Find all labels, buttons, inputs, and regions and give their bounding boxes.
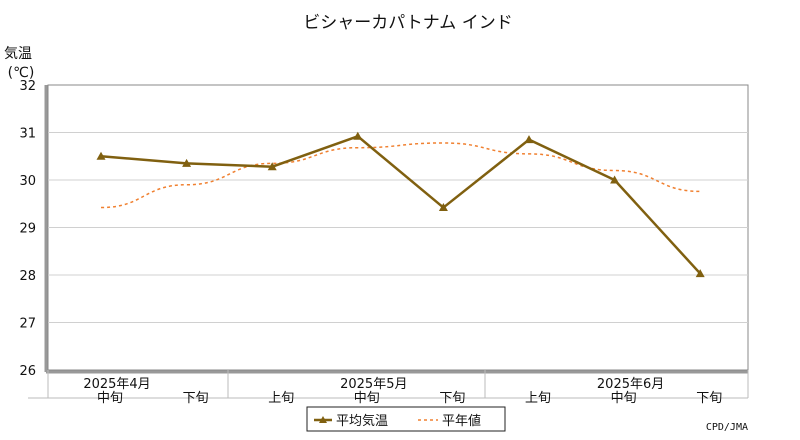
y-tick-label-29: 29 [19,222,36,237]
legend-label-mean: 平均気温 [336,413,388,429]
x-tick-label-4: 下旬 [439,391,465,406]
x-month-label-2: 2025年6月 [597,377,664,392]
series-point-mean-3 [353,131,363,140]
y-tick-label-31: 31 [19,127,36,142]
y-tick-label-28: 28 [19,269,36,284]
series-point-mean-1 [182,158,192,167]
y-tick-label-32: 32 [19,79,36,94]
legend-marker-mean [319,416,327,423]
grid-lines [48,132,748,323]
x-month-label-1: 2025年5月 [340,377,407,392]
x-tick-label-1: 下旬 [183,391,209,406]
plot-frame-shadow [44,85,748,374]
legend: 平均気温 平年値 [306,406,506,432]
series-point-mean-6 [610,175,620,184]
series-point-mean-2 [267,162,277,171]
series-line-normal [100,142,701,209]
legend-box [306,406,506,432]
x-axis: 中旬 下旬 上旬 中旬 下旬 上旬 中旬 下旬 2025年4月 2025年5月 2025年6月 [28,370,749,406]
y-axis-label-line1: 気温 [4,46,32,62]
x-tick-label-2: 上旬 [268,391,294,406]
y-axis-label-line2: (℃) [8,65,35,81]
legend-label-normal: 平年値 [442,413,481,429]
y-axis-ticks: 26 27 28 29 30 31 32 [19,79,36,379]
x-month-label-0: 2025年4月 [83,377,150,392]
x-tick-label-7: 下旬 [696,391,722,406]
credit-label: CPD/JMA [706,422,748,433]
y-tick-label-27: 27 [19,317,36,332]
series-point-mean-5 [524,135,534,144]
series-layer [96,131,705,278]
x-tick-label-6: 中旬 [611,391,637,406]
y-tick-label-26: 26 [19,364,36,379]
x-tick-label-0: 中旬 [97,391,123,406]
series-point-mean-4 [438,203,448,212]
series-line-mean [100,134,702,275]
x-tick-label-3: 中旬 [354,391,380,406]
series-point-mean-7 [695,269,705,278]
x-tick-label-5: 上旬 [525,391,551,406]
y-tick-label-30: 30 [19,174,36,189]
series-point-mean-0 [96,151,106,160]
chart-title: ビシャーカパトナム インド [303,13,512,33]
